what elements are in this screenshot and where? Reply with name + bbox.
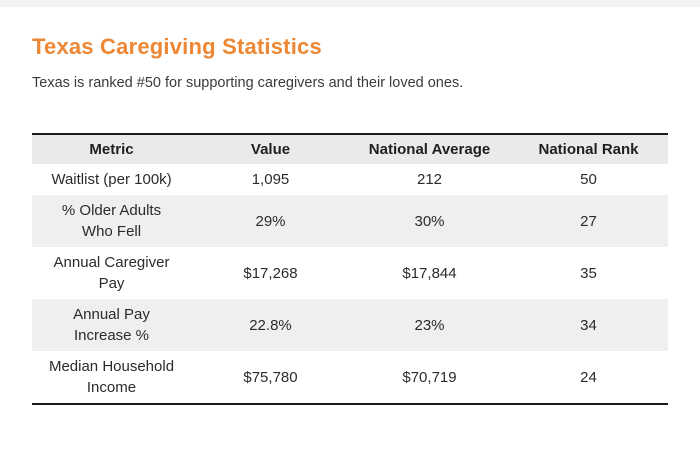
metric-cell: Median Household Income <box>32 351 191 404</box>
page-top-edge <box>0 0 700 7</box>
value-cell: 1,095 <box>251 171 290 188</box>
metric-label: Annual Pay <box>73 306 150 323</box>
metric-label-line2: Income <box>86 379 137 396</box>
page-title: Texas Caregiving Statistics <box>32 34 322 59</box>
col-header-metric: Metric <box>32 134 191 164</box>
national-average-cell: 30% <box>350 195 509 247</box>
national-rank-cell: 50 <box>580 171 597 188</box>
national-rank-cell: 35 <box>580 264 597 282</box>
national-rank-cell: 34 <box>509 299 668 351</box>
national-average-cell: 23% <box>350 299 509 351</box>
national-average-cell: 212 <box>416 171 443 188</box>
caregiving-stats-page: Texas Caregiving Statistics Texas is ran… <box>0 34 700 405</box>
value-cell: 29% <box>191 195 350 247</box>
table-row-pay-increase: Annual Pay Increase % 22.8% 23% 34 <box>32 299 668 351</box>
caregiving-stats-table: Metric Value National Average National R… <box>32 133 668 405</box>
metric-label-line2: Pay <box>98 275 125 292</box>
national-average-cell: $70,719 <box>402 368 457 386</box>
table-row-caregiver-pay: Annual Caregiver Pay $17,268 $17,844 35 <box>32 247 668 299</box>
national-average-cell: $17,844 <box>402 264 457 282</box>
metric-cell: Annual Caregiver Pay <box>32 247 191 299</box>
table-row-older-adults-fell: % Older Adults Who Fell 29% 30% 27 <box>32 195 668 247</box>
national-rank-cell: 24 <box>580 368 597 386</box>
page-subtitle: Texas is ranked #50 for supporting careg… <box>32 75 464 91</box>
metric-label-line2: Who Fell <box>81 223 142 240</box>
table-header-row: Metric Value National Average National R… <box>32 134 668 164</box>
national-rank-cell: 27 <box>509 195 668 247</box>
metric-label-line2: Increase % <box>73 327 150 344</box>
metric-cell: % Older Adults Who Fell <box>32 195 191 247</box>
value-cell: 22.8% <box>191 299 350 351</box>
col-header-national-rank: National Rank <box>509 134 668 164</box>
metric-label: Median Household <box>48 358 175 375</box>
value-cell: $17,268 <box>243 264 298 282</box>
col-header-value: Value <box>191 134 350 164</box>
col-header-national-average: National Average <box>350 134 509 164</box>
table-row-waitlist: Waitlist (per 100k) 1,095 212 50 <box>32 164 668 195</box>
metric-label: Annual Caregiver <box>53 254 170 271</box>
metric-cell: Waitlist (per 100k) <box>32 164 191 195</box>
metric-cell: Annual Pay Increase % <box>32 299 191 351</box>
metric-label: Waitlist (per 100k) <box>51 171 172 188</box>
value-cell: $75,780 <box>243 368 298 386</box>
table-row-household-income: Median Household Income $75,780 $70,719 2… <box>32 351 668 404</box>
metric-label: % Older Adults <box>61 202 162 219</box>
